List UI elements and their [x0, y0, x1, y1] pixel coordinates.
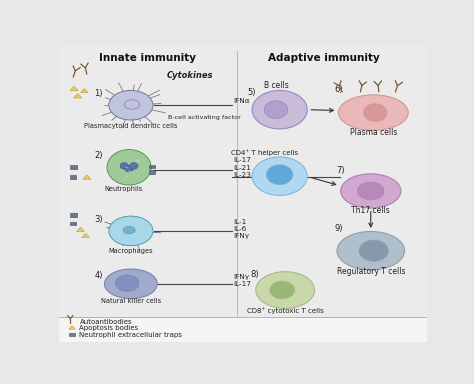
- Ellipse shape: [107, 150, 151, 185]
- Text: CD8⁺ cytotoxic T cells: CD8⁺ cytotoxic T cells: [247, 307, 324, 314]
- Text: IL-1: IL-1: [234, 219, 247, 225]
- Text: 7): 7): [337, 166, 345, 175]
- Text: 2): 2): [94, 151, 103, 160]
- Text: IL-17: IL-17: [234, 157, 252, 164]
- Ellipse shape: [126, 175, 128, 177]
- Ellipse shape: [132, 175, 135, 177]
- Ellipse shape: [116, 275, 139, 291]
- Ellipse shape: [117, 157, 119, 158]
- Text: 6): 6): [335, 85, 343, 94]
- Ellipse shape: [256, 272, 315, 308]
- Text: B-cell activating factor: B-cell activating factor: [168, 116, 240, 121]
- Polygon shape: [70, 175, 76, 179]
- Text: Plasmacytoid dendritic cells: Plasmacytoid dendritic cells: [84, 123, 178, 129]
- Polygon shape: [73, 94, 82, 98]
- Text: IL-6: IL-6: [234, 226, 247, 232]
- Polygon shape: [70, 165, 76, 169]
- Ellipse shape: [137, 175, 139, 177]
- Ellipse shape: [125, 166, 133, 172]
- Ellipse shape: [125, 167, 128, 168]
- Text: 9): 9): [335, 224, 343, 233]
- Ellipse shape: [136, 161, 137, 162]
- Polygon shape: [70, 213, 76, 217]
- Polygon shape: [81, 89, 88, 93]
- Ellipse shape: [127, 157, 128, 159]
- Text: Natural killer cells: Natural killer cells: [101, 298, 161, 305]
- Ellipse shape: [104, 269, 157, 299]
- Text: IFNγ: IFNγ: [234, 274, 250, 280]
- Ellipse shape: [137, 160, 140, 161]
- Text: 5): 5): [247, 88, 256, 97]
- Ellipse shape: [109, 91, 153, 120]
- Polygon shape: [149, 170, 155, 174]
- Ellipse shape: [109, 216, 153, 246]
- Ellipse shape: [357, 182, 384, 200]
- Text: 4): 4): [94, 271, 103, 280]
- Ellipse shape: [120, 162, 128, 169]
- Text: 1): 1): [94, 89, 103, 98]
- Ellipse shape: [270, 281, 295, 299]
- Ellipse shape: [359, 240, 388, 262]
- Text: IFNα: IFNα: [234, 98, 250, 104]
- Text: Apoptosis bodies: Apoptosis bodies: [80, 325, 138, 331]
- Text: 3): 3): [94, 215, 103, 223]
- Text: IL-23: IL-23: [234, 172, 252, 178]
- Ellipse shape: [117, 169, 119, 170]
- Ellipse shape: [264, 101, 288, 119]
- Ellipse shape: [129, 171, 131, 172]
- Polygon shape: [59, 317, 427, 342]
- Text: Autoantibodies: Autoantibodies: [80, 319, 132, 324]
- Text: IFNγ: IFNγ: [234, 233, 250, 239]
- Polygon shape: [59, 46, 427, 317]
- Text: Neutrophils: Neutrophils: [104, 186, 143, 192]
- Ellipse shape: [252, 91, 307, 129]
- Polygon shape: [82, 233, 90, 237]
- Text: Th17 cells: Th17 cells: [351, 206, 390, 215]
- Text: Cytokines: Cytokines: [166, 71, 213, 80]
- Polygon shape: [69, 333, 75, 336]
- Polygon shape: [83, 175, 91, 179]
- Ellipse shape: [364, 104, 387, 121]
- Ellipse shape: [252, 157, 307, 195]
- Polygon shape: [149, 165, 155, 168]
- Text: Neutrophil extracellular traps: Neutrophil extracellular traps: [80, 332, 182, 338]
- Ellipse shape: [341, 174, 401, 208]
- Text: CD4⁺ T helper cells: CD4⁺ T helper cells: [231, 149, 299, 156]
- Ellipse shape: [130, 162, 138, 169]
- Text: 8): 8): [250, 270, 259, 279]
- Polygon shape: [69, 326, 75, 329]
- Polygon shape: [70, 222, 76, 225]
- Text: IL-17: IL-17: [234, 281, 252, 287]
- Text: Regulatory T cells: Regulatory T cells: [337, 267, 405, 276]
- Ellipse shape: [337, 232, 405, 270]
- Text: B cells: B cells: [264, 81, 288, 90]
- Polygon shape: [76, 227, 84, 232]
- Ellipse shape: [124, 100, 140, 109]
- Text: Macrophages: Macrophages: [109, 248, 153, 254]
- Polygon shape: [70, 86, 78, 91]
- Text: Plasma cells: Plasma cells: [350, 128, 397, 137]
- Text: IL-21: IL-21: [234, 165, 252, 170]
- Text: Innate immunity: Innate immunity: [99, 53, 196, 63]
- Ellipse shape: [132, 172, 134, 173]
- Ellipse shape: [128, 171, 130, 172]
- Text: Adaptive immunity: Adaptive immunity: [268, 53, 380, 63]
- Ellipse shape: [266, 165, 293, 185]
- Ellipse shape: [338, 95, 408, 130]
- Ellipse shape: [123, 227, 135, 234]
